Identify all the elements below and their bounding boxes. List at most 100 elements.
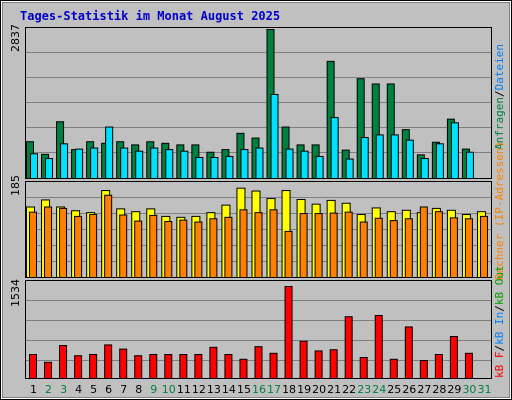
day-label: 31: [477, 383, 491, 396]
bar-dateien: [405, 139, 414, 179]
bar-rechner: [164, 221, 173, 279]
bar-rechner: [434, 211, 443, 278]
bar-dateien: [240, 149, 249, 179]
bar-rechner: [464, 218, 473, 278]
bar-dateien: [270, 93, 279, 179]
day-label: 2: [45, 383, 52, 396]
bar-rechner: [374, 217, 383, 278]
day-label: 6: [105, 383, 112, 396]
bar-rechner: [179, 219, 188, 279]
legend-separator: /: [493, 305, 506, 312]
bar-dateien: [165, 149, 174, 179]
panel-sites-visits: [25, 181, 492, 279]
legend-item: kB In: [493, 312, 506, 345]
bar-dateien: [285, 148, 294, 180]
day-label: 25: [387, 383, 401, 396]
bar-dateien: [90, 147, 99, 179]
bar-kbf: [389, 358, 398, 380]
bar-dateien: [195, 156, 204, 180]
ymax-label-bottom: 1534: [9, 279, 22, 307]
bar-kbf: [89, 354, 98, 380]
bar-dateien: [180, 150, 189, 179]
bar-kbf: [314, 350, 323, 379]
bar-dateien: [465, 151, 474, 180]
legend-text: kB F/kB In/kB Out: [493, 265, 506, 378]
bar-kbf: [119, 348, 128, 379]
bar-dateien: [30, 153, 38, 180]
bar-rechner: [44, 206, 53, 278]
day-label: 11: [177, 383, 191, 396]
day-label: 9: [150, 383, 157, 396]
legend-top: Anfragen/Dateien: [493, 44, 506, 150]
bar-rechner: [74, 215, 83, 278]
day-label: 27: [417, 383, 431, 396]
bar-kbf: [149, 354, 158, 380]
bar-dateien: [75, 148, 84, 180]
bar-rechner: [329, 212, 338, 278]
bar-kbf: [359, 357, 368, 379]
bar-dateien: [300, 150, 309, 179]
bar-kbf: [284, 286, 293, 379]
legend-text: Rechner (IP-Adressen): [493, 141, 506, 280]
bar-dateien: [255, 147, 264, 179]
bar-rechner: [89, 214, 98, 279]
bar-dateien: [450, 122, 459, 179]
day-label: 15: [237, 383, 251, 396]
day-label: 29: [447, 383, 461, 396]
bar-dateien: [435, 143, 444, 179]
bar-rechner: [359, 221, 368, 278]
day-label: 14: [222, 383, 236, 396]
bar-kbf: [329, 349, 338, 380]
bar-kbf: [134, 355, 143, 379]
day-label: 22: [342, 383, 356, 396]
day-label: 28: [432, 383, 446, 396]
bar-rechner: [419, 206, 428, 278]
legend-separator: /: [493, 345, 506, 352]
bar-dateien: [210, 156, 219, 180]
bar-rechner: [224, 216, 233, 278]
legend-separator: /: [493, 90, 506, 97]
day-label: 10: [162, 383, 176, 396]
day-label: 7: [120, 383, 127, 396]
x-day-labels: 1 2 3 4 5 6 7 8 9 10 11 12 13 14 15 16 17 18 19 20 21 22 23 24 2…: [30, 383, 491, 396]
bar-dateien: [105, 126, 114, 179]
legend-item: kB Out: [493, 265, 506, 305]
day-label: 18: [282, 383, 296, 396]
day-label: 13: [207, 383, 221, 396]
bar-kbf: [224, 354, 233, 380]
bar-kbf: [269, 352, 278, 379]
bar-kbf: [194, 354, 203, 380]
bar-rechner: [299, 213, 308, 278]
bar-kbf: [344, 316, 353, 380]
bar-kbf: [254, 346, 263, 379]
ymax-label-top: 2837: [9, 24, 22, 52]
bar-dateien: [360, 137, 369, 180]
day-label: 17: [267, 383, 281, 396]
day-label: 16: [252, 383, 266, 396]
bar-rechner: [344, 211, 353, 278]
bar-kbf: [209, 346, 218, 380]
bar-dateien: [225, 155, 234, 179]
day-label: 23: [357, 383, 371, 396]
bar-kbf: [104, 344, 113, 380]
bar-kbf: [404, 326, 413, 379]
bar-rechner: [119, 214, 128, 279]
bar-dateien: [345, 158, 354, 180]
bar-rechner: [134, 220, 143, 279]
bar-kbf: [59, 345, 68, 379]
bar-dateien: [330, 117, 339, 180]
bar-rechner: [269, 209, 278, 279]
bar-dateien: [120, 147, 129, 179]
bar-kbf: [29, 354, 37, 380]
day-label: 8: [135, 383, 142, 396]
bar-dateien: [375, 134, 384, 179]
bar-rechner: [314, 213, 323, 278]
bar-rechner: [239, 209, 248, 279]
bar-dateien: [315, 155, 324, 179]
bar-dateien: [135, 150, 144, 179]
panel-hits-files: [25, 27, 492, 180]
bar-rechner: [389, 220, 398, 279]
